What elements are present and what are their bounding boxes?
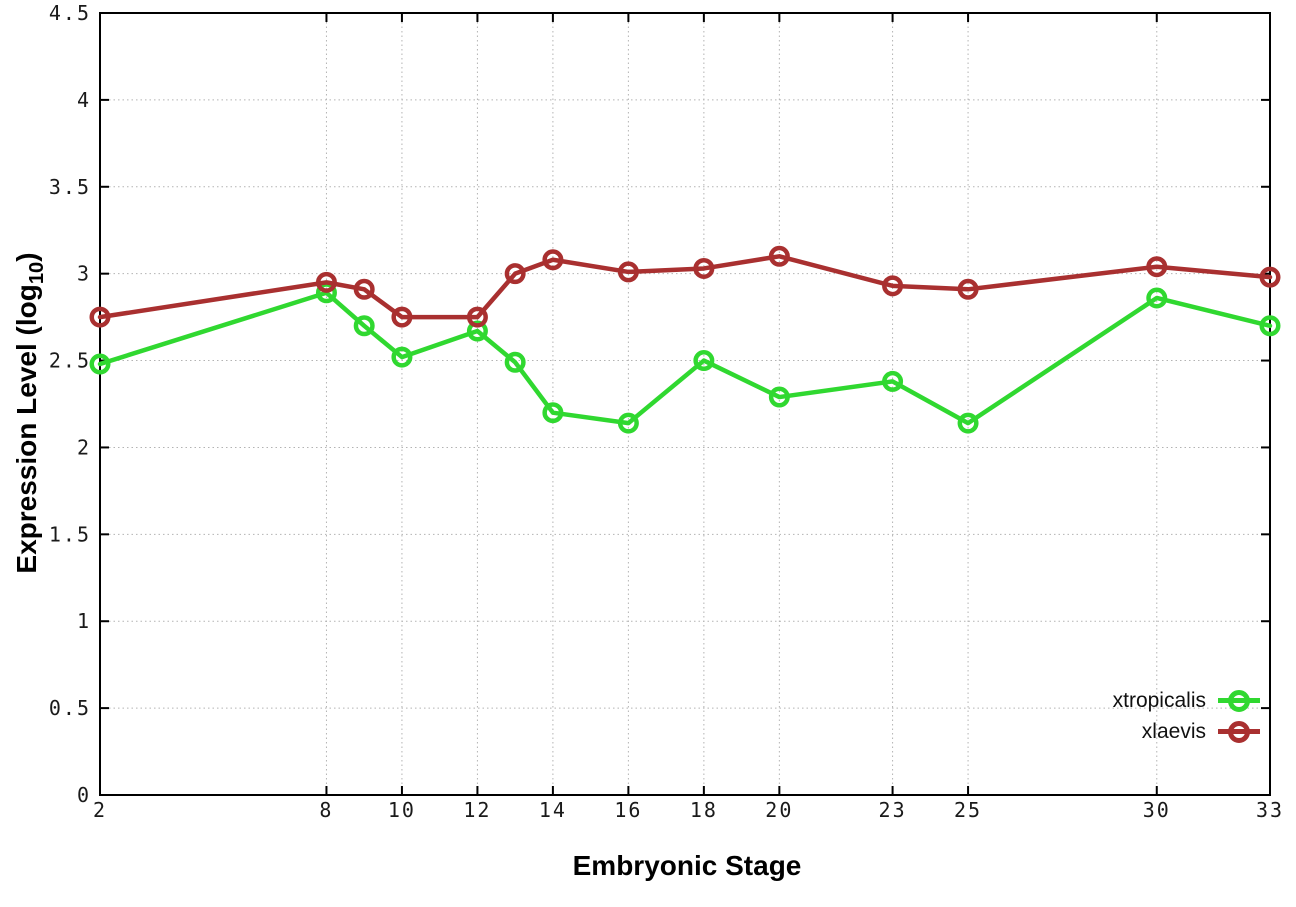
grid-lines — [100, 13, 1270, 795]
legend-label-xtropicalis: xtropicalis — [1112, 689, 1206, 712]
data-point-xtropicalis — [466, 320, 488, 342]
data-point-xtropicalis — [768, 386, 790, 408]
y-tick-label: 2 — [77, 435, 91, 459]
legend: xtropicalis xlaevis — [1113, 685, 1260, 747]
data-point-xlaevis — [466, 306, 488, 328]
x-tick-label: 12 — [463, 798, 491, 822]
plot-border — [99, 12, 1271, 796]
data-point-xlaevis — [1259, 266, 1281, 288]
data-point-xlaevis — [882, 275, 904, 297]
series-line-xtropicalis — [97, 290, 1273, 426]
y-axis-title-suffix: ) — [11, 252, 43, 262]
data-point-xtropicalis — [353, 315, 375, 337]
legend-marker-xlaevis-icon — [1218, 720, 1260, 743]
x-tick-label: 20 — [765, 798, 793, 822]
data-point-xlaevis — [693, 257, 715, 279]
legend-item-xlaevis: xlaevis — [1113, 716, 1260, 747]
x-tick-label: 23 — [879, 798, 907, 822]
tick-labels: 2 8 10 12 14 16 18 20 23 25 30 33 0 0.5 1 1.5 2 2.5 3 3.5 4 4… — [49, 1, 1284, 822]
data-point-xlaevis — [391, 306, 413, 328]
data-point-xtropicalis — [957, 412, 979, 434]
x-tick-label: 33 — [1256, 798, 1284, 822]
legend-label-xlaevis: xlaevis — [1141, 720, 1206, 743]
data-point-xtropicalis — [693, 350, 715, 372]
data-point-xtropicalis — [882, 370, 904, 392]
y-tick-label: 4 — [77, 88, 91, 112]
x-tick-label: 8 — [319, 798, 333, 822]
data-point-xtropicalis — [542, 402, 564, 424]
y-tick-label: 3 — [77, 262, 91, 286]
y-axis-title: Expression Level (log10) — [11, 252, 49, 573]
y-tick-label: 3.5 — [49, 175, 91, 199]
data-point-xlaevis — [768, 245, 790, 267]
y-axis-title-text: Expression Level (log — [11, 284, 43, 574]
y-tick-label: 0 — [77, 783, 91, 807]
y-tick-label: 1.5 — [49, 522, 91, 546]
x-tick-label: 30 — [1143, 798, 1171, 822]
series-xtropicalis — [89, 282, 1281, 434]
legend-circle-sample — [1228, 720, 1250, 743]
data-point-xlaevis — [504, 263, 526, 285]
y-tick-label: 0.5 — [49, 696, 91, 720]
x-tick-label: 2 — [93, 798, 107, 822]
data-point-xlaevis — [1146, 256, 1168, 278]
axes — [99, 12, 1271, 796]
data-point-xtropicalis — [89, 353, 111, 375]
data-point-xlaevis — [957, 278, 979, 300]
series-xlaevis — [89, 245, 1281, 328]
data-point-xlaevis — [353, 278, 375, 300]
data-point-xlaevis — [542, 249, 564, 271]
data-point-xtropicalis — [391, 346, 413, 368]
x-axis-title: Embryonic Stage — [572, 850, 802, 881]
x-tick-label: 25 — [954, 798, 982, 822]
y-tick-label: 2.5 — [49, 349, 91, 373]
legend-circle-sample — [1228, 689, 1250, 712]
x-tick-label: 10 — [388, 798, 416, 822]
y-axis-title-subscript: 10 — [25, 261, 48, 285]
data-point-xtropicalis — [504, 351, 526, 373]
y-tick-label: 1 — [77, 609, 91, 633]
legend-marker-xtropicalis-icon — [1218, 689, 1260, 712]
data-point-xlaevis — [617, 261, 639, 283]
x-tick-label: 18 — [690, 798, 718, 822]
data-point-xtropicalis — [1259, 315, 1281, 337]
x-tick-label: 16 — [614, 798, 642, 822]
data-point-xtropicalis — [617, 412, 639, 434]
data-point-xlaevis — [315, 271, 337, 293]
legend-item-xtropicalis: xtropicalis — [1113, 685, 1260, 716]
y-tick-label: 4.5 — [49, 1, 91, 25]
data-point-xlaevis — [89, 306, 111, 328]
data-point-xtropicalis — [1146, 287, 1168, 309]
x-tick-label: 14 — [539, 798, 567, 822]
